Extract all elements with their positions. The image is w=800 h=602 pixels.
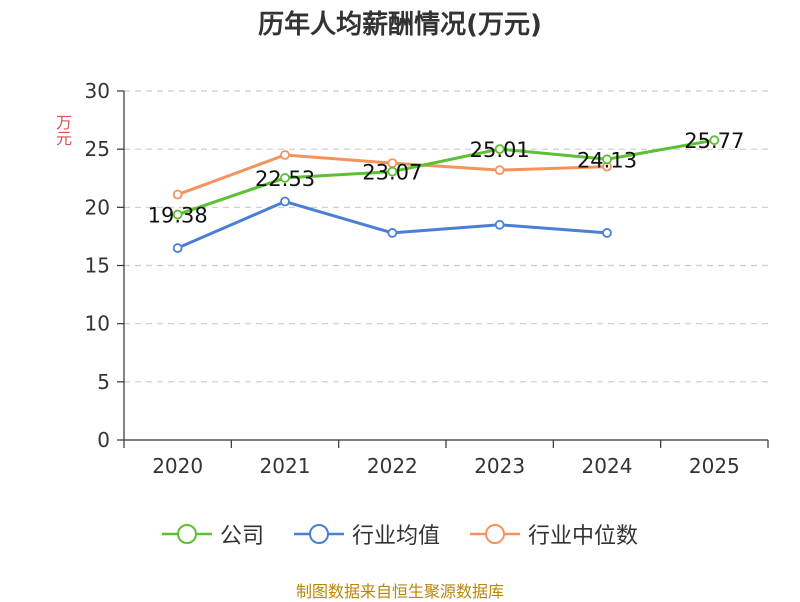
data-point bbox=[602, 228, 612, 238]
legend-marker-industry-median bbox=[470, 524, 520, 544]
x-tick-label: 2023 bbox=[474, 454, 525, 478]
x-tick-label: 2020 bbox=[152, 454, 203, 478]
y-axis-label: 万元 bbox=[53, 114, 72, 146]
data-label: 23.07 bbox=[362, 161, 422, 185]
data-point bbox=[280, 150, 290, 160]
data-label: 19.38 bbox=[148, 204, 208, 228]
data-label: 22.53 bbox=[255, 167, 315, 191]
x-tick-label: 2021 bbox=[260, 454, 311, 478]
legend-marker-industry-mean bbox=[293, 524, 344, 544]
y-tick-label: 0 bbox=[97, 428, 110, 452]
data-point bbox=[494, 144, 505, 154]
series-line bbox=[177, 138, 715, 216]
data-point bbox=[172, 209, 183, 220]
data-point bbox=[387, 228, 398, 238]
data-point bbox=[494, 165, 505, 176]
y-tick-label: 25 bbox=[85, 137, 110, 161]
data-point bbox=[494, 219, 505, 230]
y-tick-label: 5 bbox=[97, 370, 110, 394]
data-point bbox=[172, 243, 183, 253]
data-label: 25.01 bbox=[470, 138, 530, 162]
data-label: 24.13 bbox=[577, 148, 637, 172]
data-point bbox=[280, 196, 290, 207]
data-point bbox=[602, 154, 612, 165]
chart-title: 历年人均薪酬情况(万元) bbox=[258, 10, 542, 40]
source-note: 制图数据来自恒生聚源数据库 bbox=[295, 582, 504, 601]
data-point bbox=[709, 135, 720, 146]
legend-label-industry-mean: 行业均值 bbox=[351, 524, 440, 549]
y-tick-label: 15 bbox=[85, 254, 110, 278]
legend-item-company[interactable]: 公司 bbox=[161, 518, 264, 550]
legend-item-industry-median[interactable]: 行业中位数 bbox=[470, 518, 638, 550]
y-tick-label: 10 bbox=[85, 312, 110, 336]
legend-marker-company bbox=[161, 524, 212, 544]
x-tick-label: 2025 bbox=[689, 454, 740, 478]
data-point bbox=[280, 173, 290, 183]
data-point bbox=[172, 189, 183, 200]
legend-label-company: 公司 bbox=[219, 524, 264, 549]
y-tick-label: 30 bbox=[85, 79, 110, 103]
legend-label-industry-median: 行业中位数 bbox=[528, 524, 639, 549]
y-tick-label: 20 bbox=[85, 195, 110, 219]
data-point bbox=[387, 166, 398, 177]
data-label: 25.77 bbox=[684, 129, 744, 153]
legend: 公司 行业均值 行业中位数 bbox=[0, 518, 800, 550]
x-tick-label: 2024 bbox=[582, 454, 633, 478]
series-line bbox=[177, 200, 608, 250]
x-tick-label: 2022 bbox=[367, 454, 418, 478]
legend-item-industry-mean[interactable]: 行业均值 bbox=[293, 518, 440, 550]
